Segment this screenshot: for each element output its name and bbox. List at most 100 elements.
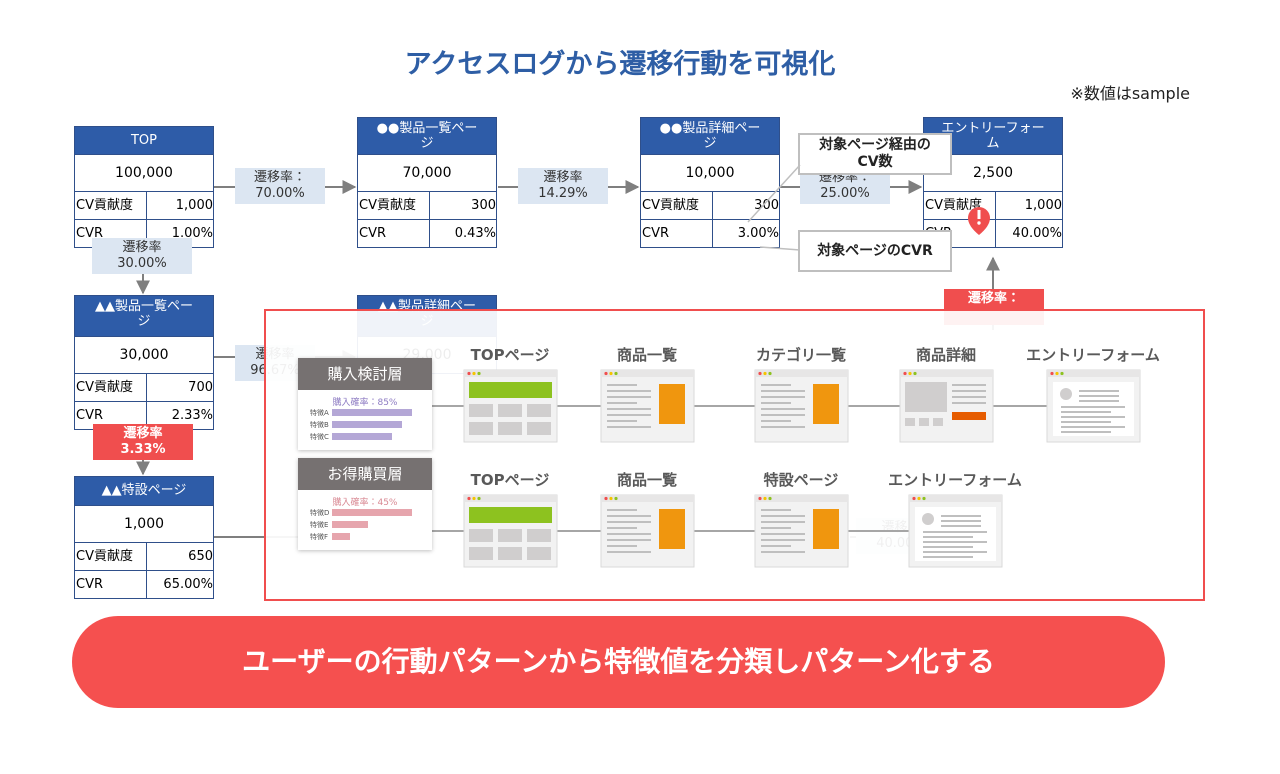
wireframe-bar (909, 495, 1002, 502)
page-box: ●●製品詳細ページ 10,000 CV貢献度 300 CVR 3.00% (640, 117, 780, 248)
wireframe-block (607, 521, 651, 523)
wireframe-block (761, 527, 791, 529)
wireframe-block (923, 546, 973, 548)
wireframe-dot (903, 371, 907, 376)
transition-value: 25.00% (820, 186, 870, 201)
wireframe-block (527, 422, 551, 435)
wireframe-block (1061, 411, 1111, 413)
row-value: 700 (188, 380, 213, 395)
wireframe-block (761, 533, 805, 535)
wireframe-block (607, 515, 651, 517)
transition-value: 3.33% (120, 442, 166, 457)
feature-label: 特徴E (310, 521, 329, 529)
wireframe-block (761, 539, 805, 541)
wireframe-dot (477, 371, 481, 376)
wireframe-bar (601, 370, 694, 377)
wireframe-block (761, 420, 791, 422)
wireframe-dot (467, 371, 471, 376)
wireframe-block (1061, 431, 1111, 433)
wireframe-block (607, 551, 651, 553)
wireframe-bar (1047, 370, 1140, 377)
callout-pointer (759, 246, 801, 251)
wireframe-dot (917, 496, 921, 501)
wireframe-block (952, 390, 986, 392)
row-label: CVR (75, 402, 147, 429)
row-label: CV貢献度 (75, 192, 147, 219)
wireframe-block (498, 422, 522, 435)
wireframe-block (761, 545, 791, 547)
wireframe-block (761, 551, 805, 553)
wireframe-dot (1060, 371, 1064, 376)
transition-label: 遷移率： 70.00% (235, 168, 325, 204)
wireframe-bar (464, 495, 557, 502)
wireframe-block (761, 509, 791, 511)
page-box: ▲▲特設ページ 1,000 CV貢献度 650 CVR 65.00% (74, 476, 214, 599)
flow-step-title: カテゴリ一覧 (755, 346, 846, 364)
wireframe-block (607, 396, 651, 398)
wireframe-block (923, 556, 973, 558)
transition-name: 遷移率： (253, 170, 306, 185)
flow-step-title: TOPページ (470, 346, 550, 364)
transition-label: 遷移率 14.29% (518, 168, 608, 204)
box-row: CVR 2.33% (75, 401, 213, 429)
segment-name: お得購買層 (298, 458, 432, 490)
row-label: CVR (75, 571, 147, 598)
box-row: CVR 3.00% (641, 219, 779, 247)
row-label: CV貢献度 (924, 192, 996, 219)
feature-label: 特徴B (310, 421, 329, 429)
wireframe-block (607, 539, 651, 541)
box-row: CVR 1.00% (75, 219, 213, 247)
wireframe-dot (472, 371, 476, 376)
wireframe-dot (758, 371, 762, 376)
wireframe-bar (755, 370, 848, 377)
wireframe-block (607, 545, 637, 547)
wireframe-block (607, 426, 651, 428)
row-value: 0.43% (454, 226, 496, 241)
wireframe-block (952, 412, 986, 420)
wireframe-block (1079, 395, 1119, 397)
wireframe-block (761, 396, 805, 398)
row-label: CV貢献度 (641, 192, 713, 219)
feature-label: 特徴A (310, 409, 329, 417)
box-count: 10,000 (641, 154, 779, 191)
box-row: CV貢献度 650 (75, 542, 213, 570)
feature-label: 特徴F (310, 533, 329, 541)
box-row: CV貢献度 300 (641, 191, 779, 219)
wireframe-bar (464, 370, 557, 377)
wireframe-avatar (1060, 388, 1072, 400)
wireframe-block (813, 509, 839, 549)
transition-label: 遷移率 30.00% (92, 238, 192, 274)
wireframe-dot (763, 371, 767, 376)
box-count: 100,000 (75, 154, 213, 191)
wireframe-dot (912, 496, 916, 501)
wireframe-block (469, 547, 493, 560)
wireframe-block (923, 531, 987, 533)
box-count: 1,000 (75, 505, 213, 542)
box-header: ●●製品一覧ページ (358, 118, 496, 154)
wireframe-block (607, 390, 651, 392)
segment-name: 購入検討層 (298, 358, 432, 390)
wireframe-bar (900, 370, 993, 377)
wireframe-block (941, 520, 981, 522)
wireframe-block (761, 402, 791, 404)
wireframe-bar (601, 495, 694, 502)
callout: 対象ページ経由のCV数 (798, 133, 952, 175)
feature-bar (332, 433, 392, 440)
wireframe-block (952, 384, 986, 386)
wireframe-block (923, 551, 987, 553)
wireframe-block (919, 418, 929, 426)
wireframe-block (1061, 426, 1125, 428)
feature-bar (332, 533, 350, 540)
segment-probability: 購入確率：45% (332, 498, 398, 508)
wireframe-block (952, 402, 986, 404)
wireframe-block (469, 422, 493, 435)
wireframe-block (527, 547, 551, 560)
wireframe-block (527, 404, 551, 417)
wireframe-block (905, 382, 947, 412)
wireframe-block (923, 541, 987, 543)
row-label: CV貢献度 (75, 543, 147, 570)
wireframe-block (813, 384, 839, 424)
wireframe-block (607, 408, 651, 410)
alert-mark (977, 210, 981, 219)
